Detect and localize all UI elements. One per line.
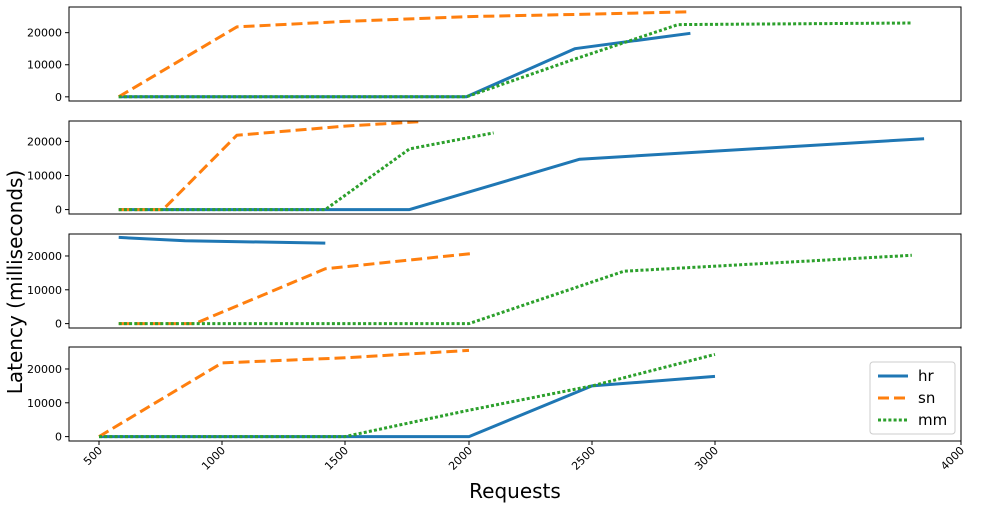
panel-1: 0 10000 20000 [27,6,962,104]
chart-panels: 0 10000 20000 0 10000 20000 0 10000 20000 0 10000 2… [27,6,962,444]
y-tick-label: 0 [55,318,62,331]
series-line-hr [118,235,326,245]
panel-frame [68,233,962,329]
panel-4: 0 10000 20000 [27,346,962,444]
y-tick-label: 10000 [27,170,62,183]
panel-frame [68,6,962,102]
legend-box [869,361,956,435]
x-tick-label: 2000 [446,444,475,473]
y-tick-label: 20000 [27,250,62,263]
y-axis-title: Latency (milliseconds) [3,170,27,394]
series-line-sn [118,251,475,326]
y-tick-label: 0 [55,431,62,444]
x-tick-label: 2500 [569,444,598,473]
x-tick-label: 3000 [692,444,721,473]
y-tick-label: 20000 [27,27,62,40]
legend-label-hr: hr [918,367,935,385]
series-line-sn [98,348,470,438]
y-tick-label: 10000 [27,59,62,72]
panel-2: 0 10000 20000 [27,120,962,217]
x-axis-title: Requests [469,479,561,503]
series-line-sn [118,121,420,212]
y-tick-label: 20000 [27,363,62,376]
x-tick-label: 4000 [938,444,967,473]
series-line-mm [118,131,494,212]
x-tick-label: 1000 [199,444,228,473]
series-line-hr [118,31,691,99]
panel-frame [68,346,962,442]
series-line-hr [99,374,716,439]
series-line-sn [117,10,691,99]
legend-label-sn: sn [918,389,935,407]
y-tick-label: 10000 [27,284,62,297]
series-line-hr [118,137,925,212]
series-line-mm [118,21,912,99]
y-tick-label: 10000 [27,397,62,410]
y-tick-label: 0 [55,204,62,217]
legend: hr sn mm [869,361,956,435]
legend-label-mm: mm [918,411,947,429]
panel-frame [68,120,962,215]
y-tick-label: 0 [55,91,62,104]
series-line-mm [118,253,912,326]
y-tick-label: 20000 [27,135,62,148]
series-line-mm [99,352,716,439]
x-tick-label: 500 [81,444,105,468]
x-axis: 500 1000 1500 2000 2500 3000 4000 [81,441,967,473]
x-tick-label: 1500 [322,444,351,473]
panel-3: 0 10000 20000 [27,233,962,331]
